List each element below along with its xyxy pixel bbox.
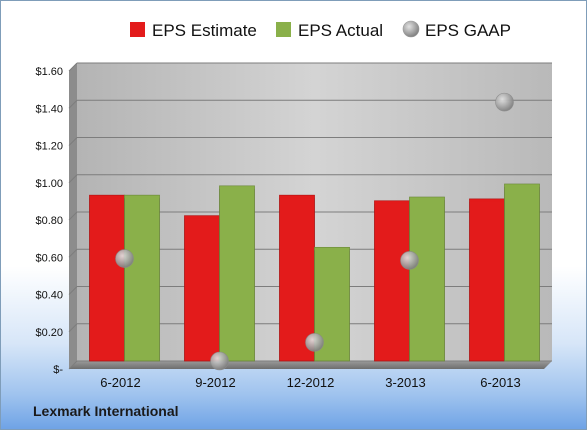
eps-gaap-marker (400, 251, 419, 270)
y-tick-label: $1.20 (35, 141, 63, 153)
legend-label: EPS Actual (298, 21, 383, 40)
eps-actual-bar (504, 183, 540, 362)
eps-actual-bar (124, 194, 160, 362)
bar-top-highlight (409, 197, 445, 201)
bar-top-highlight (89, 195, 125, 199)
legend-marker-icon (402, 20, 420, 38)
gridline-side (68, 137, 78, 146)
gridline-side (68, 323, 78, 333)
legend-label: EPS GAAP (425, 21, 511, 40)
bar-top-highlight (279, 195, 315, 199)
y-tick-label: $1.60 (35, 66, 63, 78)
eps-gaap-marker (305, 333, 324, 352)
eps-estimate-bar (374, 200, 410, 362)
gridline-side (68, 286, 78, 295)
gridline-side (68, 360, 78, 370)
legend-label: EPS Estimate (152, 21, 257, 40)
x-axis-ticks: 6-2012 9-2012 12-2012 3-2013 6-2013 (100, 375, 520, 390)
bar-top-highlight (374, 200, 410, 204)
gridline-side (68, 99, 78, 109)
x-tick-label: 12-2012 (287, 375, 335, 390)
x-tick-label: 6-2012 (100, 375, 140, 390)
y-tick-label: $0.80 (35, 215, 63, 227)
plot-floor (69, 361, 552, 369)
bar-top-highlight (504, 184, 540, 188)
y-tick-label: $- (53, 364, 63, 376)
bar-top-highlight (219, 185, 255, 189)
x-tick-label: 3-2013 (385, 375, 425, 390)
gridline-side (68, 62, 78, 72)
eps-estimate-bar (89, 194, 125, 362)
eps-estimate-bar (469, 198, 505, 362)
legend-swatch (130, 22, 145, 37)
eps-actual-bar (409, 196, 445, 362)
y-axis-ticks: $- $0.20 $0.40 $0.60 $0.80 $1.00 $1.20 $1.40 $1.… (35, 66, 63, 376)
gaap-markers (115, 92, 514, 371)
gridline-side (68, 248, 78, 258)
y-tick-label: $1.00 (35, 178, 63, 190)
eps-estimate-bar (184, 215, 220, 362)
y-tick-label: $1.40 (35, 103, 63, 115)
gridline-side (68, 174, 78, 184)
eps-gaap-marker (115, 249, 134, 268)
y-tick-label: $0.20 (35, 327, 63, 339)
bar-top-highlight (314, 247, 350, 251)
legend-swatch (276, 22, 291, 37)
eps-gaap-marker (495, 92, 514, 112)
bar-top-highlight (124, 195, 160, 199)
legend: EPS Estimate EPS Actual EPS GAAP (130, 20, 511, 40)
eps-actual-bar (219, 185, 255, 362)
bar-top-highlight (469, 198, 505, 202)
x-tick-label: 6-2013 (480, 375, 520, 390)
y-tick-label: $0.60 (35, 252, 63, 264)
eps-gaap-marker (210, 351, 229, 371)
company-name: Lexmark International (33, 403, 179, 419)
gridline-side (68, 211, 78, 221)
y-tick-label: $0.40 (35, 290, 63, 302)
x-tick-label: 9-2012 (195, 375, 235, 390)
bar-top-highlight (184, 215, 220, 219)
